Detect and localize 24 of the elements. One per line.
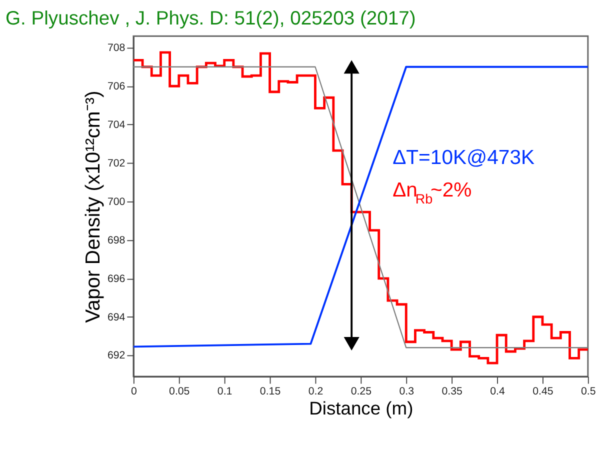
x-tick-label: 0.4 [490,385,505,398]
y-tick-label: 706 [107,80,126,92]
y-tick-label: 704 [107,118,126,131]
x-tick-label: 0.5 [581,385,596,398]
y-tick-label: 702 [107,157,126,170]
y-tick-label: 700 [107,196,126,208]
annotation: ΔT=10K@473K [392,146,535,169]
x-tick-label: 0.1 [217,385,232,398]
y-tick-label: 692 [107,350,126,362]
x-tick-label: 0.25 [350,385,372,398]
x-tick-label: 0.35 [442,385,462,398]
x-tick-label: 0.45 [532,385,554,398]
chart-title: G. Plyuschev , J. Phys. D: 51(2), 025203 (2017) [5,8,416,30]
y-tick-label: 708 [107,42,126,54]
x-tick-label: 0.15 [260,385,281,398]
x-tick-label: 0.3 [399,385,414,398]
x-tick-label: 0 [130,385,137,398]
x-axis-title: Distance (m) [309,398,414,419]
y-axis-title: Vapor Density (x10¹²cm⁻³) [82,90,105,323]
x-tick-label: 0.05 [169,385,190,398]
y-tick-label: 696 [107,272,126,285]
y-tick-label: 698 [107,234,126,246]
y-tick-label: 694 [107,311,126,324]
x-tick-label: 0.2 [308,385,324,398]
